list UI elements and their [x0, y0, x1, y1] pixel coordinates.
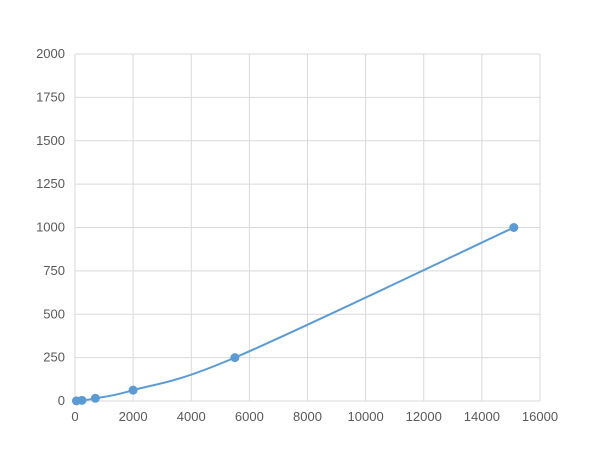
- y-tick-label: 1250: [36, 176, 65, 191]
- data-point: [77, 395, 87, 405]
- y-tick-label: 1000: [36, 220, 65, 235]
- x-tick-label: 6000: [235, 409, 264, 424]
- x-tick-label: 4000: [177, 409, 206, 424]
- data-point: [509, 223, 519, 232]
- x-tick-label: 14000: [464, 409, 500, 424]
- y-tick-label: 500: [43, 306, 65, 321]
- x-tick-label: 12000: [406, 409, 442, 424]
- x-tick-label: 2000: [119, 409, 148, 424]
- y-tick-label: 750: [43, 263, 65, 278]
- x-tick-label: 8000: [293, 409, 322, 424]
- data-point: [230, 353, 240, 363]
- data-point: [128, 385, 138, 395]
- y-tick-label: 0: [58, 393, 65, 408]
- y-tick-label: 250: [43, 350, 65, 365]
- data-point: [90, 393, 100, 403]
- x-tick-label: 10000: [348, 409, 384, 424]
- y-tick-label: 1500: [36, 133, 65, 148]
- y-tick-label: 1750: [36, 89, 65, 104]
- x-tick-label: 0: [71, 409, 78, 424]
- y-tick-label: 2000: [36, 46, 65, 61]
- x-tick-label: 16000: [522, 409, 558, 424]
